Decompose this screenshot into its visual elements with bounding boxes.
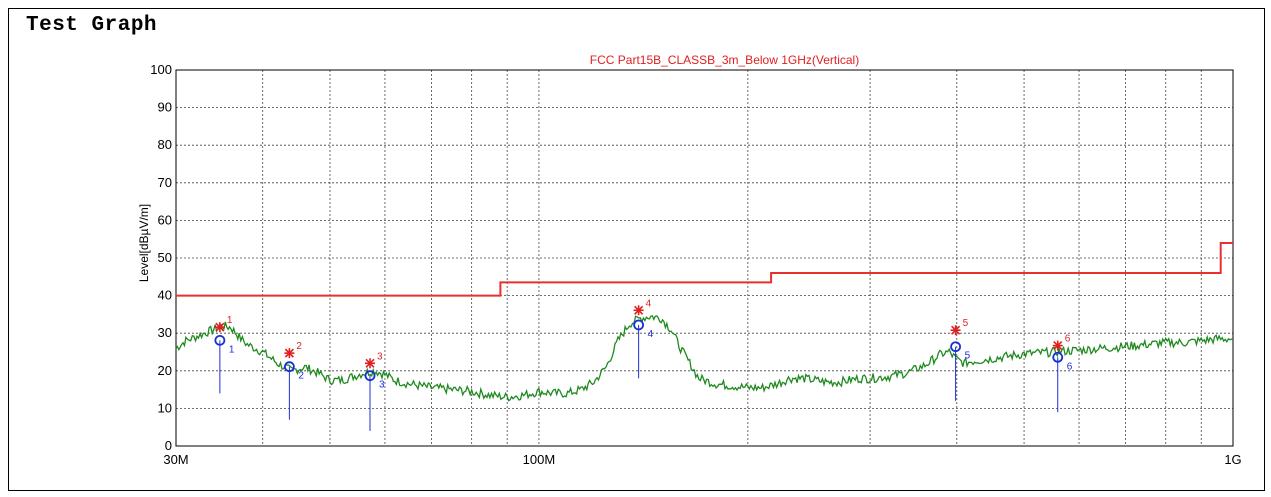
y-tick-label: 40 (158, 288, 172, 303)
peak-marker (1052, 340, 1063, 351)
y-tick-label: 70 (158, 175, 172, 190)
qp-marker (214, 334, 226, 346)
qp-marker-label: 5 (965, 351, 971, 362)
peak-marker-label: 1 (227, 315, 233, 326)
y-tick-label: 90 (158, 100, 172, 115)
peak-marker-label: 2 (296, 341, 302, 352)
peak-marker-label: 6 (1065, 334, 1071, 345)
qp-marker (633, 319, 645, 331)
y-tick-label: 10 (158, 400, 172, 415)
peak-marker-label: 5 (963, 318, 969, 329)
y-tick-label: 100 (150, 62, 172, 77)
qp-marker-label: 1 (229, 344, 235, 355)
peak-marker-label: 3 (377, 351, 383, 362)
peak-marker (365, 358, 376, 369)
measurement-trace (175, 315, 1234, 402)
qp-marker (283, 361, 295, 373)
limit-line (176, 242, 1233, 297)
y-tick-label: 20 (158, 363, 172, 378)
peak-marker (284, 348, 295, 359)
x-tick-label: 1G (1224, 452, 1241, 467)
graph-frame (8, 8, 1265, 491)
peak-marker (950, 325, 961, 336)
grid (176, 70, 1233, 446)
y-axis-label: Level[dBµV/m] (137, 204, 151, 282)
y-tick-label: 50 (158, 250, 172, 265)
x-axis-ticks: 30M 100M 1G (163, 452, 1241, 467)
qp-marker (364, 370, 376, 382)
y-tick-label: 0 (165, 438, 172, 453)
plot-border (175, 69, 1234, 447)
markers-layer: 1 1 2 2 3 3 4 4 5 5 6 6 (214, 298, 1073, 431)
qp-marker-label: 3 (379, 380, 385, 391)
y-tick-label: 60 (158, 212, 172, 227)
qp-marker-label: 6 (1067, 361, 1073, 372)
y-tick-label: 80 (158, 137, 172, 152)
x-tick-label: 100M (523, 452, 556, 467)
peak-marker (633, 305, 644, 316)
y-tick-label: 30 (158, 325, 172, 340)
series-layer (175, 242, 1234, 402)
peak-marker-label: 4 (646, 298, 652, 309)
qp-marker (1052, 351, 1064, 363)
qp-marker-label: 2 (298, 371, 304, 382)
x-tick-label: 30M (163, 452, 188, 467)
peak-marker (214, 322, 225, 333)
qp-marker-label: 4 (648, 329, 654, 340)
qp-marker (950, 341, 961, 353)
chart-title: FCC Part15B_CLASSB_3m_Below 1GHz(Vertica… (590, 53, 859, 67)
y-axis-ticks: 0 10 20 30 40 50 60 70 80 90 100 (150, 62, 172, 453)
page-title: Test Graph (26, 14, 158, 37)
